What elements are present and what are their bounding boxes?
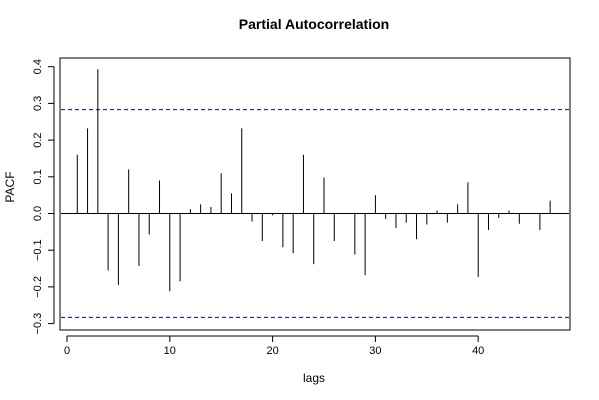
x-axis: 0 10 20 30 40 [64, 335, 484, 357]
x-tick-label: 30 [369, 345, 381, 357]
pacf-spikes [76, 69, 551, 292]
x-tick-label: 20 [266, 345, 278, 357]
y-tick-label: 0.3 [32, 96, 44, 111]
x-tick-label: 10 [164, 345, 176, 357]
x-tick-label: 40 [472, 345, 484, 357]
y-tick-label: 0.2 [32, 132, 44, 147]
confidence-bounds [61, 109, 569, 318]
y-axis-label: PACF [3, 171, 17, 202]
chart-title: Partial Autocorrelation [239, 16, 389, 32]
y-axis: −0.3 −0.2 −0.1 0.0 0.1 0.2 0.3 0.4 [32, 59, 55, 335]
x-axis-label: lags [303, 371, 325, 385]
y-tick-label: 0.1 [32, 169, 44, 184]
plot-frame [59, 57, 571, 331]
y-tick-label: 0.4 [32, 59, 44, 74]
y-tick-label: −0.3 [32, 313, 44, 335]
y-tick-label: −0.1 [32, 239, 44, 261]
x-tick-label: 0 [64, 345, 70, 357]
y-tick-label: 0.0 [32, 206, 44, 221]
y-tick-label: −0.2 [32, 276, 44, 298]
